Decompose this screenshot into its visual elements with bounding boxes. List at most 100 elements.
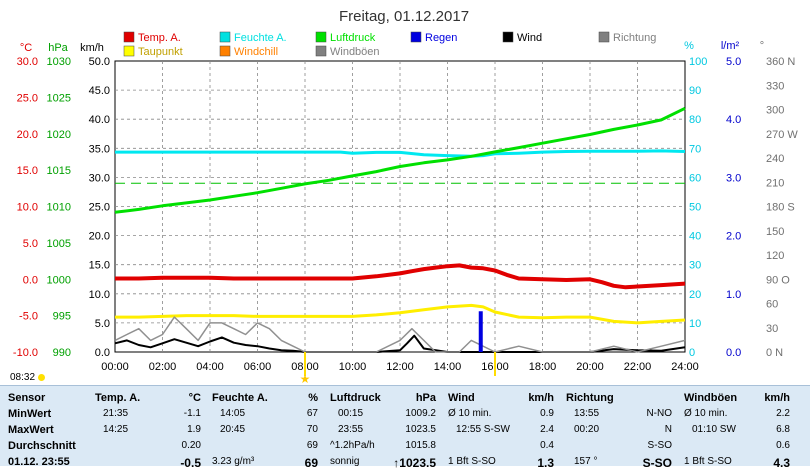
cell-value: 1015.8	[405, 440, 436, 451]
tick-label-humidity: 30	[689, 260, 701, 272]
series-line-windb-en	[114, 316, 686, 353]
cell-detail: 21:35	[103, 408, 129, 419]
tick-label-temp: -5.0	[19, 311, 38, 323]
tick-label-pressure: 1030	[47, 56, 71, 68]
tick-label-pressure: 1025	[47, 92, 71, 104]
column-header: Feuchte A.	[212, 392, 268, 404]
tick-label-temp: 25.0	[17, 92, 38, 104]
x-tick-label: 00:00	[101, 361, 129, 373]
cell-value: S-SO	[647, 440, 672, 451]
x-tick-label: 04:00	[196, 361, 224, 373]
column-header: Luftdruck	[330, 392, 381, 404]
axis-label-rain: l/m²	[721, 40, 740, 52]
stats-table: Sensor MinWert MaxWert Durchschnitt 01.12. 2…	[0, 385, 810, 470]
cell-detail: ^1.2hPa/h	[330, 440, 375, 451]
legend-label: Temp. A.	[138, 32, 181, 44]
cell-value: -1.1	[183, 408, 201, 419]
axis-label-pressure: hPa	[48, 42, 68, 54]
column-unit: %	[308, 392, 318, 404]
row-label: Sensor	[8, 392, 46, 404]
column-header: Temp. A.	[95, 392, 141, 404]
tick-label-temp: 5.0	[23, 238, 38, 250]
legend-label: Windchill	[234, 46, 278, 58]
cell-value: S-SO	[642, 456, 672, 470]
legend-swatch	[123, 45, 135, 57]
cell-value: 0.6	[776, 440, 790, 451]
row-label: 01.12. 23:55	[8, 456, 70, 468]
tick-label-pressure: 1020	[47, 129, 71, 141]
tick-label-direction: 360 N	[766, 56, 795, 68]
tick-label-wind: 0.0	[95, 347, 110, 359]
tick-label-wind: 35.0	[89, 143, 110, 155]
cell-detail: 157 °	[574, 456, 598, 467]
tick-label-temp: 0.0	[23, 274, 38, 286]
tick-labels: 30.025.020.015.010.05.00.0-5.0-10.010301…	[13, 56, 798, 373]
tick-label-direction: 90 O	[766, 274, 790, 286]
tick-label-temp: -10.0	[13, 347, 38, 359]
cell-detail: 23:55	[338, 424, 364, 435]
axis-label-direction: °	[760, 40, 764, 52]
cell-detail: sonnig	[330, 456, 360, 467]
tick-label-pressure: 1000	[47, 274, 71, 286]
tick-label-humidity: 20	[689, 289, 701, 301]
row-label: MinWert	[8, 408, 52, 420]
x-tick-label: 02:00	[149, 361, 177, 373]
x-tick-label: 14:00	[434, 361, 462, 373]
cell-value: 0.9	[540, 408, 554, 419]
cell-value: N-NO	[646, 408, 672, 419]
cell-value: 6.8	[776, 424, 790, 435]
cell-detail: 3.23 g/m³	[212, 456, 255, 467]
cell-detail: Ø 10 min.	[448, 408, 492, 419]
legend: Temp. A. Feuchte A. Luftdruck Regen Wind Rich…	[123, 31, 656, 58]
cell-value: N	[664, 424, 672, 435]
cell-value: ↑1023.5	[393, 456, 436, 470]
chart-title: Freitag, 01.12.2017	[339, 8, 469, 25]
time-markers: ★	[300, 352, 496, 385]
tick-label-pressure: 990	[53, 347, 71, 359]
column-unit: °C	[188, 392, 201, 404]
tick-label-temp: 20.0	[17, 129, 38, 141]
cell-value: 1.9	[187, 424, 201, 435]
tick-label-wind: 10.0	[89, 289, 110, 301]
tick-label-wind: 50.0	[89, 56, 110, 68]
tick-label-rain: 0.0	[726, 347, 741, 359]
sun-icon	[38, 373, 46, 381]
current-time: 08:32	[10, 372, 46, 383]
tick-label-temp: 15.0	[17, 165, 38, 177]
tick-label-pressure: 1005	[47, 238, 71, 250]
cell-value: 70	[306, 424, 318, 435]
tick-label-wind: 30.0	[89, 172, 110, 184]
tick-label-wind: 45.0	[89, 85, 110, 97]
cell-value: 4.3	[773, 456, 790, 470]
series-line-feuchte-a-	[115, 149, 686, 158]
series	[114, 106, 686, 353]
x-tick-label: 06:00	[244, 361, 272, 373]
tick-label-humidity: 0	[689, 347, 695, 359]
tick-label-humidity: 40	[689, 231, 701, 243]
x-tick-label: 22:00	[624, 361, 652, 373]
axis-labels: °C hPa km/h% l/m² °	[20, 40, 764, 54]
tick-label-rain: 1.0	[726, 289, 741, 301]
tick-label-temp: 10.0	[17, 202, 38, 214]
cell-value: 1023.5	[405, 424, 436, 435]
tick-label-humidity: 10	[689, 318, 701, 330]
column-unit: km/h	[528, 392, 554, 404]
cell-detail: 14:05	[220, 408, 246, 419]
tick-label-wind: 20.0	[89, 231, 110, 243]
series-line-luftdruck	[114, 106, 686, 214]
tick-label-direction: 150	[766, 226, 784, 238]
tick-label-rain: 4.0	[726, 114, 741, 126]
x-tick-label: 12:00	[386, 361, 414, 373]
tick-label-pressure: 995	[53, 311, 71, 323]
tick-label-direction: 60	[766, 299, 778, 311]
tick-label-wind: 25.0	[89, 202, 110, 214]
cell-detail: 14:25	[103, 424, 129, 435]
x-tick-label: 24:00	[671, 361, 699, 373]
cell-detail: 13:55	[574, 408, 600, 419]
tick-label-wind: 15.0	[89, 260, 110, 272]
tick-label-direction: 210	[766, 177, 784, 189]
cell-detail: 01:10 SW	[692, 424, 736, 435]
tick-label-humidity: 100	[689, 56, 707, 68]
x-tick-label: 18:00	[529, 361, 557, 373]
clock-label: 08:32	[10, 372, 36, 383]
